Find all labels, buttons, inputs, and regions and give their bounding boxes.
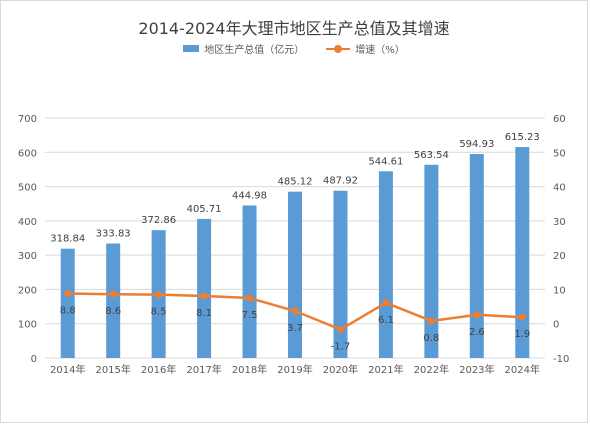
growth-data-label: 1.9 <box>514 329 530 340</box>
chart-title: 2014-2024年大理市地区生产总值及其增速 <box>138 19 450 38</box>
x-tick-label: 2021年 <box>368 363 403 376</box>
gdp-bar <box>515 147 530 358</box>
legend-swatch-gdp <box>183 45 200 52</box>
x-tick-label: 2015年 <box>95 363 130 376</box>
growth-data-label: 8.5 <box>151 307 167 318</box>
gdp-bar <box>106 243 121 358</box>
y-right-tick-label: 10 <box>553 285 566 296</box>
gdp-data-label: 594.93 <box>459 139 494 150</box>
y-left-tick-label: 300 <box>18 251 37 262</box>
x-tick-label: 2023年 <box>459 363 494 376</box>
growth-point <box>109 290 117 298</box>
x-tick-label: 2020年 <box>323 363 358 376</box>
growth-point <box>336 326 344 334</box>
growth-data-label: 2.6 <box>469 327 485 338</box>
gdp-bar <box>288 191 302 358</box>
growth-data-label: 7.5 <box>242 310 258 321</box>
gdp-bar <box>242 205 257 358</box>
growth-point <box>64 290 72 298</box>
growth-point <box>473 311 481 319</box>
gdp-data-label: 485.12 <box>278 177 313 188</box>
y-right-tick-label: 20 <box>553 251 566 262</box>
growth-data-label: -1.7 <box>331 342 351 353</box>
gdp-data-label: 544.61 <box>368 156 403 167</box>
y-right-tick-label: 40 <box>553 183 566 194</box>
x-tick-label: 2022年 <box>414 363 449 376</box>
gdp-bar <box>469 154 484 358</box>
gdp-data-label: 333.83 <box>96 229 131 240</box>
growth-data-label: 8.1 <box>196 308 212 319</box>
growth-data-label: 3.7 <box>287 323 303 334</box>
growth-point <box>382 299 390 307</box>
x-tick-label: 2017年 <box>186 363 221 376</box>
y-left-tick-label: 200 <box>18 285 37 296</box>
gdp-data-label: 372.86 <box>141 215 176 226</box>
y-right-tick-label: 30 <box>553 217 566 228</box>
legend-item-gdp: 地区生产总值（亿元） <box>183 41 304 56</box>
gdp-data-label: 405.71 <box>187 204 222 215</box>
growth-point <box>246 294 254 302</box>
gdp-bar <box>424 164 439 358</box>
gdp-bar <box>378 171 393 358</box>
y-right-tick-label: -10 <box>553 354 569 365</box>
y-left-tick-label: 600 <box>18 148 37 159</box>
gdp-data-label: 487.92 <box>323 176 358 187</box>
x-tick-label: 2014年 <box>50 363 85 376</box>
y-right-tick-label: 50 <box>553 148 566 159</box>
x-tick-label: 2024年 <box>505 363 540 376</box>
x-tick-label: 2018年 <box>232 363 267 376</box>
growth-data-label: 6.1 <box>378 315 394 326</box>
growth-point <box>200 292 208 300</box>
chart-legend: 地区生产总值（亿元） 增速（%） <box>1 41 587 56</box>
legend-swatch-growth <box>326 44 351 53</box>
growth-point <box>155 291 163 299</box>
y-left-tick-label: 0 <box>31 354 37 365</box>
gdp-bar <box>333 190 348 358</box>
growth-point <box>291 307 299 315</box>
x-tick-label: 2016年 <box>141 363 176 376</box>
gdp-data-label: 444.98 <box>232 190 267 201</box>
growth-data-label: 0.8 <box>423 333 439 344</box>
legend-label-gdp: 地区生产总值（亿元） <box>204 45 305 56</box>
gdp-bar <box>197 218 212 358</box>
x-tick-label: 2019年 <box>277 363 312 376</box>
y-left-tick-label: 400 <box>18 217 37 228</box>
y-right-tick-label: 60 <box>553 114 566 125</box>
y-left-tick-label: 100 <box>18 320 37 331</box>
gdp-data-label: 318.84 <box>50 234 85 245</box>
gdp-data-label: 615.23 <box>505 132 540 143</box>
legend-item-growth: 增速（%） <box>326 41 405 56</box>
growth-point <box>427 317 435 325</box>
gdp-data-label: 563.54 <box>414 150 449 161</box>
y-left-tick-label: 500 <box>18 183 37 194</box>
y-right-tick-label: 0 <box>553 320 559 331</box>
growth-point <box>518 313 526 321</box>
growth-data-label: 8.8 <box>60 306 76 317</box>
gdp-bar <box>60 248 75 358</box>
legend-label-growth: 增速（%） <box>355 45 405 56</box>
growth-data-label: 8.6 <box>105 306 121 317</box>
y-left-tick-label: 700 <box>18 114 37 125</box>
